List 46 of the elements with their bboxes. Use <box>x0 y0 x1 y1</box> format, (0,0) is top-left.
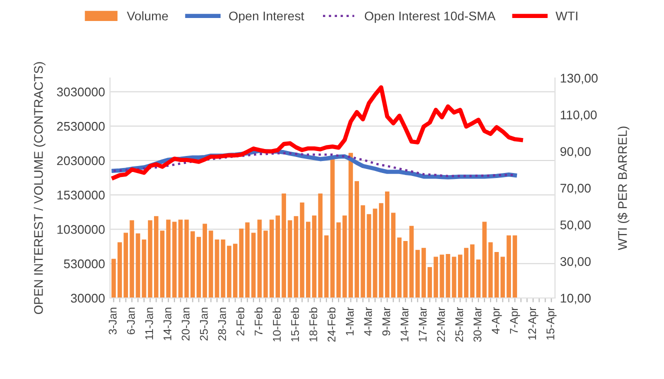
legend-label: WTI <box>556 12 578 20</box>
y2-tick-label: 110,00 <box>560 110 597 121</box>
y2-tick-label: 30,00 <box>560 257 591 268</box>
x-tick-label: 18-Feb <box>309 307 318 342</box>
y2-tick-label: 90,00 <box>560 147 591 158</box>
x-tick-label: 12-Apr <box>528 307 538 340</box>
x-tick-label: 3-Jan <box>108 308 117 334</box>
y-axis-title: OPEN INTEREST / VOLUME (CONTRACTS) <box>34 62 46 314</box>
y-tick-label: 3030000 <box>56 88 105 96</box>
x-tick-label: 7-Apr <box>510 307 520 334</box>
legend-label: Volume <box>126 11 168 20</box>
y-tick-label: 2030000 <box>57 156 105 166</box>
line-series <box>112 85 524 180</box>
y2-tick-label: 50,00 <box>560 220 591 231</box>
x-tick-label: 22-Mar <box>437 307 445 342</box>
y-tick-label: 30000 <box>70 294 105 303</box>
x-tick-label: 4-Apr <box>492 307 502 334</box>
x-tick-label: 14-Mar <box>400 307 408 342</box>
x-tick-label: 14-Jan <box>164 308 172 340</box>
y2-tick-label: 130,00 <box>560 74 598 84</box>
x-tick-label: 17-Mar <box>418 307 427 342</box>
legend-label: Open Interest 10d-SMA <box>364 11 496 23</box>
x-tick-label: 28-Jan <box>218 308 226 340</box>
legend-label: Open Interest <box>229 12 304 23</box>
x-tick-label: 20-Jan <box>182 308 190 340</box>
x-tick-label: 11-Jan <box>145 308 154 340</box>
x-tick-label: 1-Mar <box>346 307 354 336</box>
x-tick-label: 7-Feb <box>254 307 263 336</box>
x-tick-label: 4-Mar <box>364 307 372 336</box>
y2-tick-label: 70,00 <box>560 184 591 194</box>
y-tick-label: 2530000 <box>57 122 105 131</box>
x-tick-label: 6-Jan <box>127 308 135 334</box>
y-tick-label: 1530000 <box>57 190 105 200</box>
y2-tick-label: 10,00 <box>560 294 591 304</box>
y-tick-label: 530000 <box>64 259 105 268</box>
x-tick-label: 9-Mar <box>382 307 390 336</box>
x-tick-label: 25-Mar <box>455 307 464 342</box>
y-tick-label: 1030000 <box>57 225 105 234</box>
x-tick-label: 10-Feb <box>272 307 281 342</box>
x-tick-label: 15-Apr <box>546 307 557 340</box>
x-tick-label: 2-Feb <box>236 307 244 336</box>
x-tick-label: 30-Mar <box>474 307 482 342</box>
y2-axis-title: WTI ($ PER BARREL) <box>618 126 630 250</box>
x-tick-label: 24-Feb <box>327 307 336 342</box>
x-tick-label: 25-Jan <box>200 308 208 340</box>
x-tick-label: 15-Feb <box>290 307 300 342</box>
